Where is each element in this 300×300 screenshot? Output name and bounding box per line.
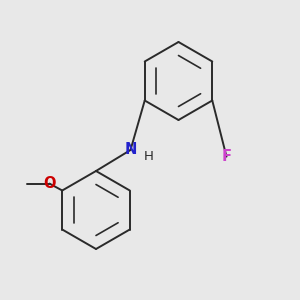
Text: H: H — [144, 150, 154, 163]
Text: N: N — [124, 142, 137, 158]
Text: F: F — [221, 149, 232, 164]
Text: O: O — [43, 176, 56, 191]
